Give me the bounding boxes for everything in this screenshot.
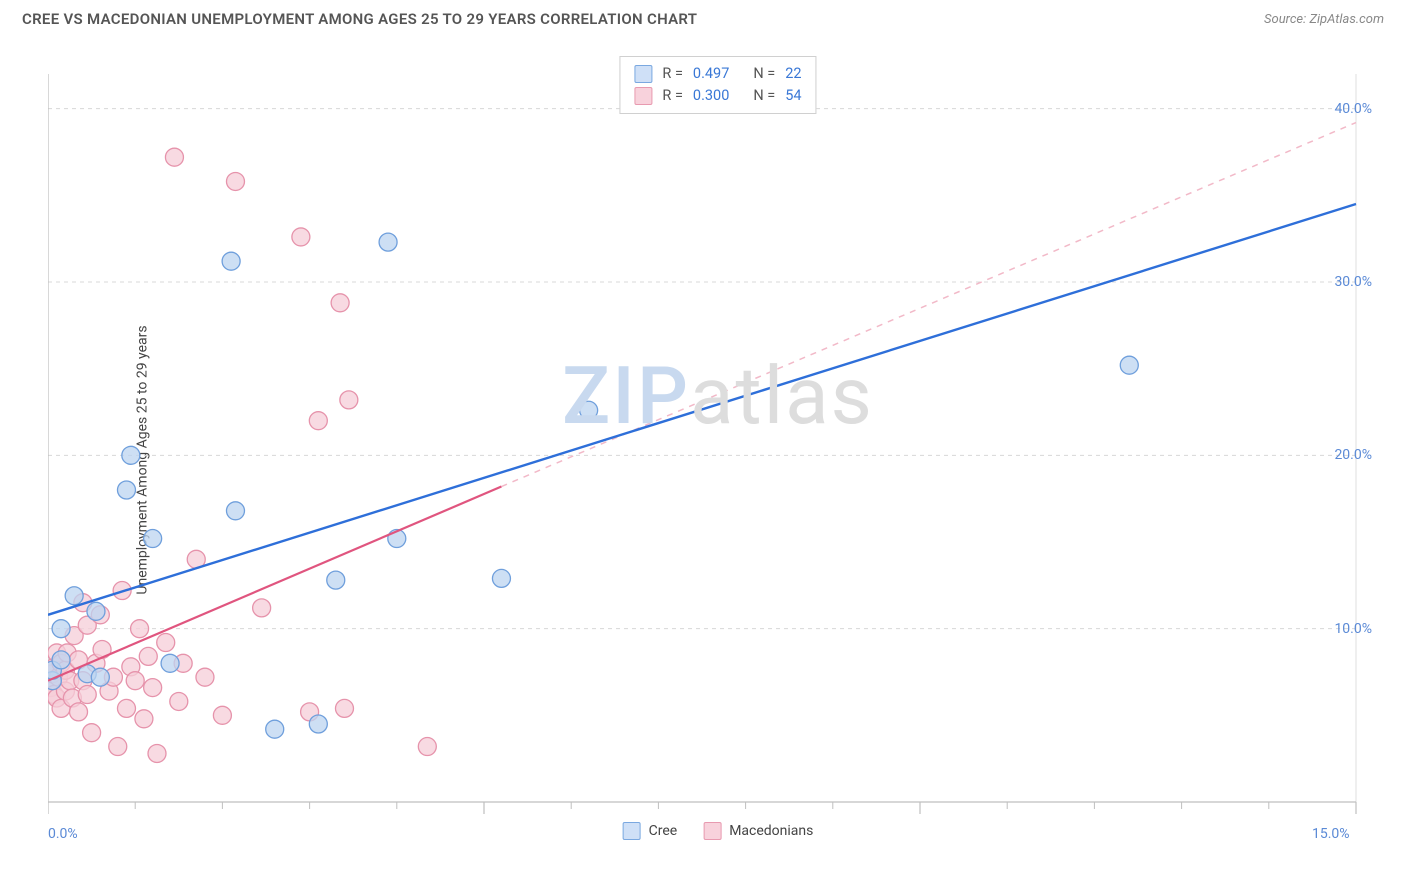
legend-r-label: R = bbox=[662, 63, 683, 85]
legend-r-label: R = bbox=[662, 85, 683, 107]
legend-swatch bbox=[634, 65, 652, 83]
legend-series: Cree Macedonians bbox=[623, 822, 814, 840]
legend-n-label: N = bbox=[753, 85, 775, 107]
legend-r-value: 0.497 bbox=[693, 63, 729, 85]
y-tick-label: 40.0% bbox=[1334, 101, 1372, 117]
x-tick-label: 0.0% bbox=[48, 826, 78, 842]
y-tick-label: 10.0% bbox=[1334, 621, 1372, 637]
legend-swatch bbox=[703, 822, 721, 840]
legend-n-value: 22 bbox=[785, 63, 801, 85]
scatter-chart bbox=[48, 44, 1388, 844]
legend-swatch bbox=[634, 87, 652, 105]
y-tick-label: 30.0% bbox=[1334, 274, 1372, 290]
legend-n-label: N = bbox=[753, 63, 775, 85]
source-attribution: Source: ZipAtlas.com bbox=[1264, 12, 1384, 27]
legend-stat-row: R = 0.300 N = 54 bbox=[634, 85, 801, 107]
legend-stats: R = 0.497 N = 22 R = 0.300 N = 54 bbox=[619, 56, 816, 114]
legend-stat-row: R = 0.497 N = 22 bbox=[634, 63, 801, 85]
chart-title: CREE VS MACEDONIAN UNEMPLOYMENT AMONG AG… bbox=[22, 10, 697, 28]
legend-label: Cree bbox=[649, 823, 678, 839]
plot-area: ZIPatlas R =0.497N =22R =0.300N =54 Cree… bbox=[48, 44, 1388, 844]
legend-n-value: 54 bbox=[785, 85, 801, 107]
legend-item: Cree bbox=[623, 822, 678, 840]
legend-r-value: 0.300 bbox=[693, 85, 729, 107]
legend-swatch bbox=[623, 822, 641, 840]
x-tick-label: 15.0% bbox=[1312, 826, 1350, 842]
y-tick-label: 20.0% bbox=[1334, 447, 1372, 463]
legend-label: Macedonians bbox=[729, 823, 813, 839]
legend-item: Macedonians bbox=[703, 822, 813, 840]
